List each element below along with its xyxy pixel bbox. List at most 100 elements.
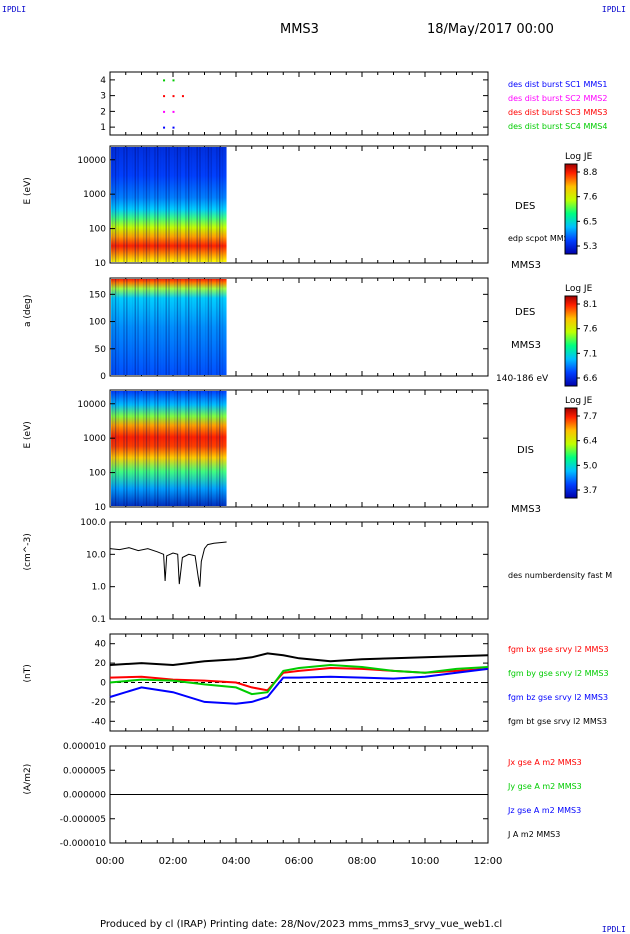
burst-marker (163, 126, 166, 129)
des-pitch-streak (148, 279, 151, 375)
fgm-y-tick-label: 0 (100, 679, 106, 689)
des-pitch-streak (128, 279, 131, 375)
dis-energy-streak (114, 391, 117, 506)
current-y-tick-label: 0.000000 (63, 791, 106, 801)
dis-energy-spacecraft-label: MMS3 (511, 504, 541, 515)
dis-energy-y-label: E (eV) (23, 421, 33, 448)
burst-legend-label: des dist burst SC2 MMS2 (508, 94, 607, 103)
dis-energy-streak (157, 391, 159, 506)
des-pitch-y-label: a (deg) (23, 295, 33, 327)
burst-y-tick-label: 1 (100, 123, 106, 133)
des-pitch-streak (154, 279, 156, 375)
des-energy-colorbar-tick: 8.8 (583, 168, 598, 178)
fgm-y-label: (nT) (23, 664, 33, 682)
des-energy-streak (142, 147, 145, 262)
density-y-tick-label: 0.1 (92, 615, 106, 625)
burst-marker (172, 126, 175, 129)
dis-energy-streak (134, 391, 137, 506)
burst-panel-frame (109, 71, 489, 136)
x-tick-label: 06:00 (285, 856, 314, 867)
des-energy-y-tick-label: 10000 (77, 156, 106, 166)
current-y-tick-label: 0.000005 (63, 766, 106, 776)
des-energy-streak (173, 147, 176, 262)
fgm-legend-label: fgm bz gse srvy l2 MMS3 (508, 693, 608, 702)
spacecraft-title: MMS3 (280, 22, 319, 37)
burst-legend-label: des dist burst SC4 MMS4 (508, 122, 607, 131)
des-pitch-streak (137, 279, 139, 375)
dis-energy-y-tick-label: 10000 (77, 400, 106, 410)
des-energy-colorbar-tick: 7.6 (583, 193, 598, 203)
dis-energy-streak (176, 391, 179, 506)
des-energy-colorbar-title: Log JE (565, 152, 593, 162)
des-pitch-streak (221, 279, 224, 375)
des-pitch-streak (140, 279, 142, 375)
des-energy-y-label: E (eV) (23, 177, 33, 204)
des-energy-streak (221, 147, 224, 262)
des-pitch-y-tick-label: 0 (100, 372, 106, 382)
des-energy-streak (148, 147, 151, 262)
des-energy-streak (199, 147, 201, 262)
dis-energy-streak (196, 391, 198, 506)
des-energy-streak (120, 147, 122, 262)
dis-energy-streak (179, 391, 182, 506)
density-y-tick-label: 10.0 (86, 550, 106, 560)
x-tick-label: 08:00 (348, 856, 377, 867)
des-pitch-y-tick-label: 50 (95, 345, 107, 355)
des-pitch-streak (179, 279, 182, 375)
des-pitch-colorbar-tick: 6.6 (583, 374, 598, 384)
des-pitch-instrument-label: DES (515, 307, 535, 318)
burst-marker (172, 95, 175, 98)
density-frame (109, 521, 489, 620)
dis-energy-streak (126, 391, 128, 506)
dis-energy-colorbar-tick: 3.7 (583, 486, 597, 496)
date-title: 18/May/2017 00:00 (427, 22, 554, 37)
dis-energy-streak (128, 391, 131, 506)
dis-energy-streak (159, 391, 162, 506)
dis-energy-instrument-label: DIS (517, 445, 534, 456)
des-pitch-colorbar-tick: 7.1 (583, 349, 597, 359)
current-legend-label: Jz gse A m2 MMS3 (507, 806, 581, 815)
burst-legend-label: des dist burst SC1 MMS1 (508, 80, 607, 89)
des-pitch-streak (199, 279, 201, 375)
des-pitch-streak (204, 279, 207, 375)
des-energy-y-tick-label: 1000 (83, 190, 106, 200)
dis-energy-streak (131, 391, 134, 506)
des-pitch-streak (145, 279, 148, 375)
dis-energy-y-tick-label: 1000 (83, 434, 106, 444)
des-energy-streak (168, 147, 170, 262)
des-pitch-streak (134, 279, 137, 375)
dis-energy-colorbar-tick: 6.4 (583, 437, 598, 447)
des-pitch-streak (171, 279, 173, 375)
des-energy-colorbar-bar (564, 163, 578, 255)
dis-energy-streak (142, 391, 145, 506)
des-energy-streak (131, 147, 134, 262)
des-energy-secondary-label: edp scpot MMS3 (508, 234, 574, 243)
dis-energy-streak (148, 391, 151, 506)
des-pitch-streak (185, 279, 187, 375)
burst-y-tick-label: 3 (100, 92, 106, 102)
dis-energy-y-tick-label: 10 (95, 503, 107, 513)
des-pitch-streak (168, 279, 170, 375)
des-energy-streak (126, 147, 128, 262)
des-pitch-streak (194, 279, 196, 375)
des-energy-streak (128, 147, 131, 262)
des-pitch-streak (190, 279, 193, 375)
des-energy-fill (111, 147, 227, 262)
burst-marker (172, 110, 175, 113)
des-pitch-streak (123, 279, 125, 375)
des-pitch-streak (112, 279, 114, 375)
dis-energy-streak (185, 391, 187, 506)
dis-energy-colorbar-tick: 5.0 (583, 461, 598, 471)
des-pitch-streak (120, 279, 122, 375)
des-pitch-streak (162, 279, 165, 375)
des-energy-y-tick-label: 10 (95, 259, 107, 269)
dis-energy-streak (145, 391, 148, 506)
burst-legend-label: des dist burst SC3 MMS3 (508, 108, 607, 117)
x-tick-label: 04:00 (222, 856, 251, 867)
des-pitch-y-tick-label: 150 (89, 290, 106, 300)
dis-energy-streak (190, 391, 193, 506)
corner-tag-top-right: IPDLI (601, 5, 626, 14)
des-pitch-streak (218, 279, 221, 375)
dis-energy-streak (194, 391, 196, 506)
fgm-y-tick-label: -20 (91, 698, 106, 708)
